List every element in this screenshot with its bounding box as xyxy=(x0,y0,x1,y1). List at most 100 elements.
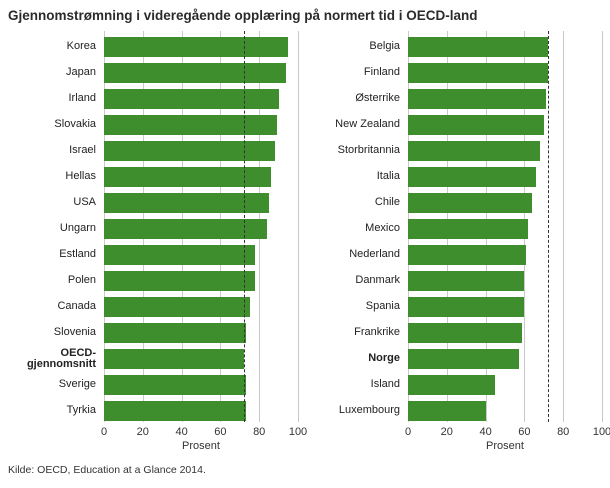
bar xyxy=(104,193,269,213)
category-label: Mexico xyxy=(365,222,400,235)
bar-row: Hellas xyxy=(8,164,298,190)
bar-row: Italia xyxy=(312,164,602,190)
category-label: Polen xyxy=(67,274,96,287)
bar-row: Ungarn xyxy=(8,216,298,242)
bar-track xyxy=(104,375,298,395)
bar-row: Polen xyxy=(8,268,298,294)
bar xyxy=(408,245,527,265)
bar xyxy=(104,63,287,83)
axis-tick-label: 40 xyxy=(175,426,188,438)
bar-track xyxy=(408,115,602,135)
gridline xyxy=(602,31,603,422)
bar xyxy=(104,323,246,343)
bar xyxy=(104,271,256,291)
bar-track xyxy=(104,323,298,343)
rows: Korea Japan Irland Slovakia Israel Hellas USA U… xyxy=(8,31,298,424)
bar-row: Irland xyxy=(8,86,298,112)
bar xyxy=(408,323,523,343)
bar-row: Chile xyxy=(312,190,602,216)
bar-track xyxy=(104,89,298,109)
category-label: Korea xyxy=(66,40,96,53)
chart-title: Gjennomstrømning i videregående opplærin… xyxy=(8,8,478,23)
bar-track xyxy=(408,271,602,291)
bar-track xyxy=(408,375,602,395)
bar-row: Norge xyxy=(312,346,602,372)
bar xyxy=(408,375,496,395)
bar xyxy=(408,401,486,421)
gridline xyxy=(298,31,299,422)
category-label: Østerrike xyxy=(355,92,400,105)
bar-track xyxy=(104,115,298,135)
bar-track xyxy=(408,349,602,369)
category-label: Italia xyxy=(376,170,400,183)
bar-track xyxy=(408,193,602,213)
bar-row: Danmark xyxy=(312,268,602,294)
bar xyxy=(408,297,525,317)
axis-tick-label: 60 xyxy=(518,426,531,438)
bar-row: New Zealand xyxy=(312,112,602,138)
bar-track xyxy=(104,349,298,369)
bar-row: Storbritannia xyxy=(312,138,602,164)
left-chart-panel: Korea Japan Irland Slovakia Israel Hellas USA U… xyxy=(8,31,307,456)
bar-track xyxy=(408,167,602,187)
bar xyxy=(408,193,533,213)
source-note: Kilde: OECD, Education at a Glance 2014. xyxy=(8,464,206,476)
category-label: Hellas xyxy=(65,170,96,183)
bar-track xyxy=(408,401,602,421)
bar-row: Luxembourg xyxy=(312,398,602,424)
category-label: USA xyxy=(73,196,96,209)
bar-track xyxy=(408,219,602,239)
axis-label: Prosent xyxy=(182,440,220,452)
bar-row: Belgia xyxy=(312,34,602,60)
bar-row: Slovakia xyxy=(8,112,298,138)
bar-track xyxy=(408,323,602,343)
category-label: Canada xyxy=(57,300,96,313)
bar-row: Spania xyxy=(312,294,602,320)
bar-row: Frankrike xyxy=(312,320,602,346)
right-chart-panel: Belgia Finland Østerrike New Zealand Storbri… xyxy=(312,31,610,456)
bar xyxy=(104,401,246,421)
bar-track xyxy=(408,297,602,317)
bar-row: Sverige xyxy=(8,372,298,398)
bar-track xyxy=(408,141,602,161)
bar xyxy=(408,63,548,83)
category-label: Norge xyxy=(368,352,400,365)
bar xyxy=(408,141,540,161)
category-label: Sverige xyxy=(58,378,96,391)
charts-container: Korea Japan Irland Slovakia Israel Hellas USA U… xyxy=(8,31,610,456)
category-label: Luxembourg xyxy=(338,404,400,417)
axis-tick-label: 100 xyxy=(288,426,308,438)
bar xyxy=(104,297,250,317)
axis-label: Prosent xyxy=(486,440,524,452)
category-label: Finland xyxy=(363,66,400,79)
category-label: Danmark xyxy=(355,274,400,287)
axis: 0 20 40 60 80 100 xyxy=(100,424,307,440)
bar-row: Estland xyxy=(8,242,298,268)
category-label: Frankrike xyxy=(354,326,400,339)
axis-tick-label: 0 xyxy=(100,426,108,438)
category-label: New Zealand xyxy=(335,118,400,131)
category-label: OECD-gjennomsnitt xyxy=(26,346,96,370)
axis-tick-label: 0 xyxy=(404,426,412,438)
bar-track xyxy=(104,37,298,57)
bar-track xyxy=(104,401,298,421)
bar xyxy=(104,115,277,135)
bar-row: OECD-gjennomsnitt xyxy=(8,346,298,372)
bar xyxy=(408,219,529,239)
category-label: Slovakia xyxy=(54,118,96,131)
bar-track xyxy=(104,141,298,161)
bar-track xyxy=(408,63,602,83)
category-label: Belgia xyxy=(369,40,400,53)
bar-track xyxy=(104,167,298,187)
bar xyxy=(104,37,289,57)
rows: Belgia Finland Østerrike New Zealand Storbri… xyxy=(312,31,602,424)
bar-track xyxy=(104,219,298,239)
category-label: Japan xyxy=(66,66,96,79)
bar-row: Østerrike xyxy=(312,86,602,112)
bar-row: Finland xyxy=(312,60,602,86)
category-label: Spania xyxy=(365,300,400,313)
axis-tick-label: 20 xyxy=(440,426,453,438)
category-label: Ungarn xyxy=(59,222,96,235)
bar-track xyxy=(104,193,298,213)
category-label: Israel xyxy=(69,144,96,157)
